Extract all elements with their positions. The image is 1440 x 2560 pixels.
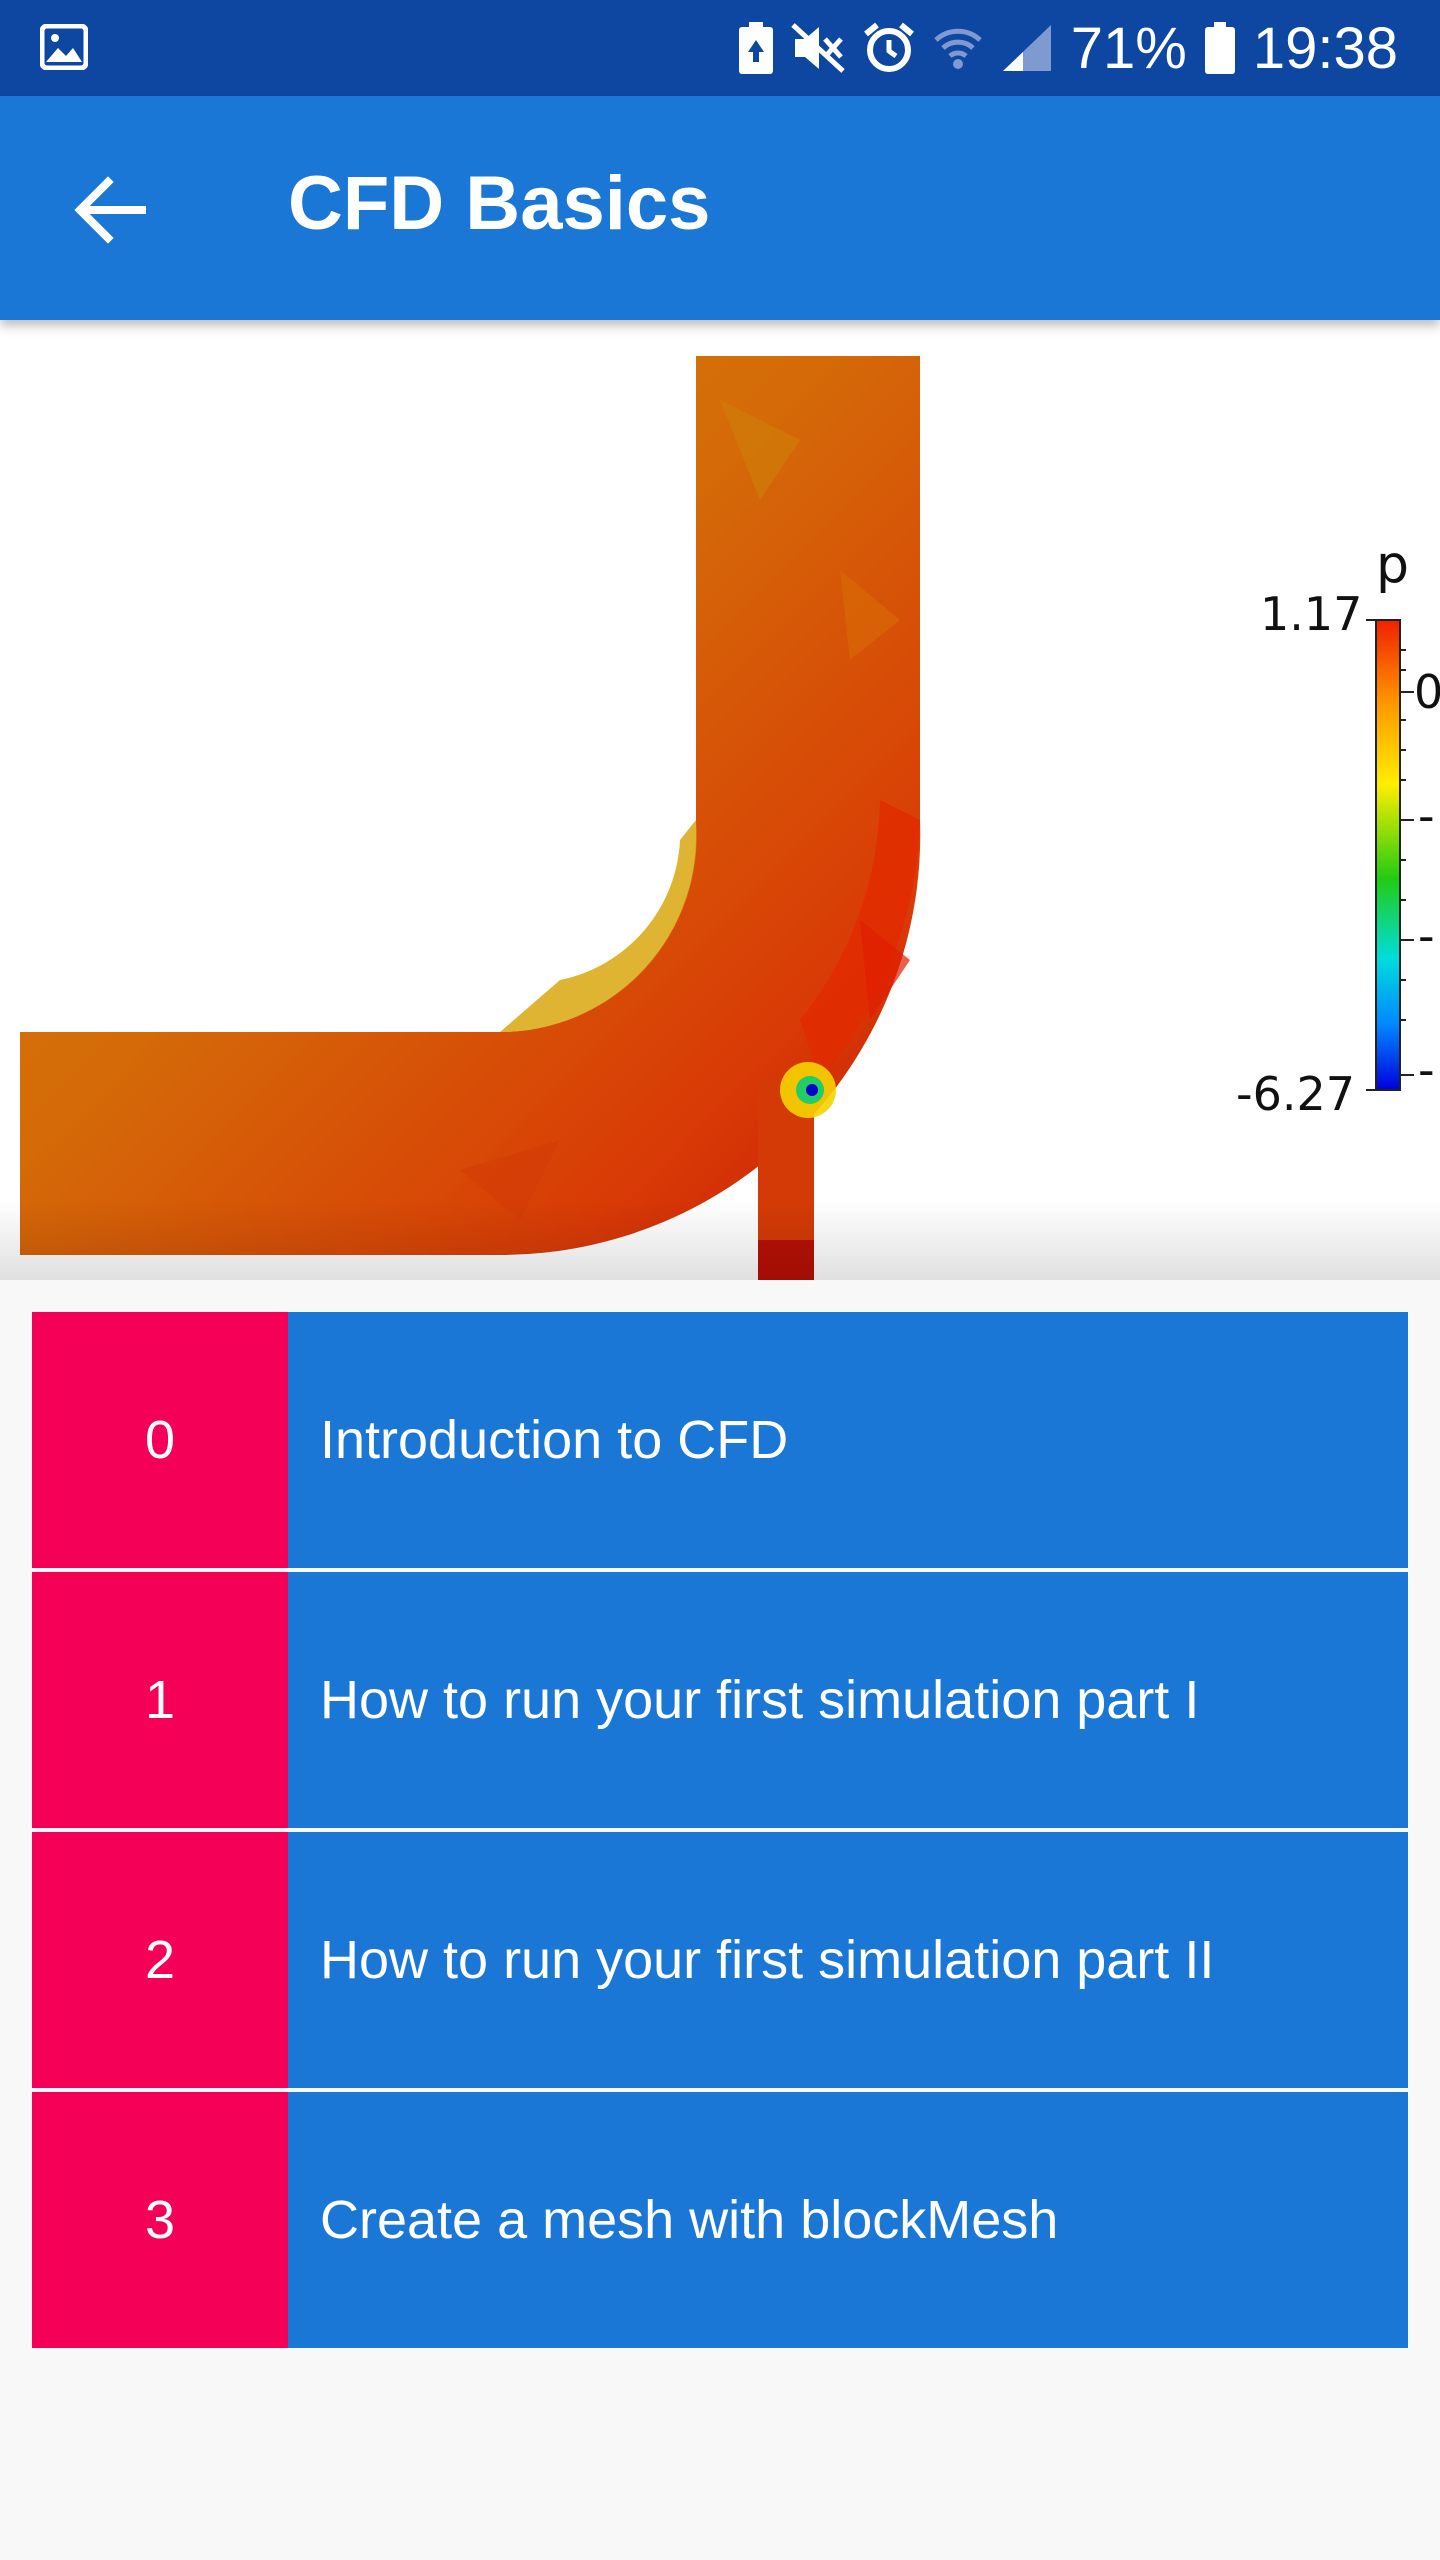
status-bar: 71% 19:38 bbox=[0, 0, 1440, 96]
lesson-title: How to run your first simulation part II bbox=[288, 1832, 1408, 2088]
battery-percent: 71% bbox=[1070, 15, 1187, 81]
legend-max-label: 1.17 bbox=[1260, 587, 1362, 641]
alarm-icon bbox=[863, 22, 914, 72]
legend-min-label: -6.27 bbox=[1236, 1067, 1355, 1121]
app-bar: CFD Basics bbox=[0, 96, 1440, 320]
lesson-title: Create a mesh with blockMesh bbox=[288, 2092, 1408, 2348]
lesson-item[interactable]: 0 Introduction to CFD bbox=[32, 1312, 1408, 1568]
signal-icon bbox=[1002, 25, 1051, 71]
cfd-pressure-field-illustration: p 1.17 -6.27 0 - - - bbox=[20, 356, 1440, 1280]
lesson-item[interactable]: 3 Create a mesh with blockMesh bbox=[32, 2092, 1408, 2348]
legend-tick-2: - bbox=[1418, 909, 1435, 963]
lesson-item[interactable]: 2 How to run your first simulation part … bbox=[32, 1832, 1408, 2088]
lesson-number: 2 bbox=[32, 1832, 288, 2088]
page-title: CFD Basics bbox=[288, 161, 711, 246]
gallery-icon bbox=[40, 24, 88, 70]
legend-colorbar bbox=[1375, 619, 1401, 1091]
wifi-icon bbox=[934, 28, 982, 69]
battery-saver-icon bbox=[738, 22, 773, 74]
lesson-number: 1 bbox=[32, 1572, 288, 1828]
battery-icon bbox=[1204, 22, 1235, 74]
lesson-number: 3 bbox=[32, 2092, 288, 2348]
hero-shadow bbox=[0, 1200, 1440, 1280]
lesson-title: Introduction to CFD bbox=[288, 1312, 1408, 1568]
mute-icon bbox=[791, 23, 845, 73]
legend-tick-1: - bbox=[1418, 789, 1435, 843]
lesson-number: 0 bbox=[32, 1312, 288, 1568]
clock: 19:38 bbox=[1252, 15, 1398, 81]
legend-tick-0: 0 bbox=[1414, 665, 1440, 719]
arrow-back-icon[interactable] bbox=[72, 172, 148, 248]
legend-title: p bbox=[1376, 535, 1409, 595]
lesson-title: How to run your first simulation part I bbox=[288, 1572, 1408, 1828]
hero-image: p 1.17 -6.27 0 - - - bbox=[0, 320, 1440, 1280]
lesson-list: 0 Introduction to CFD 1 How to run your … bbox=[32, 1312, 1408, 2352]
legend-tick-3: - bbox=[1418, 1043, 1435, 1097]
lesson-item[interactable]: 1 How to run your first simulation part … bbox=[32, 1572, 1408, 1828]
